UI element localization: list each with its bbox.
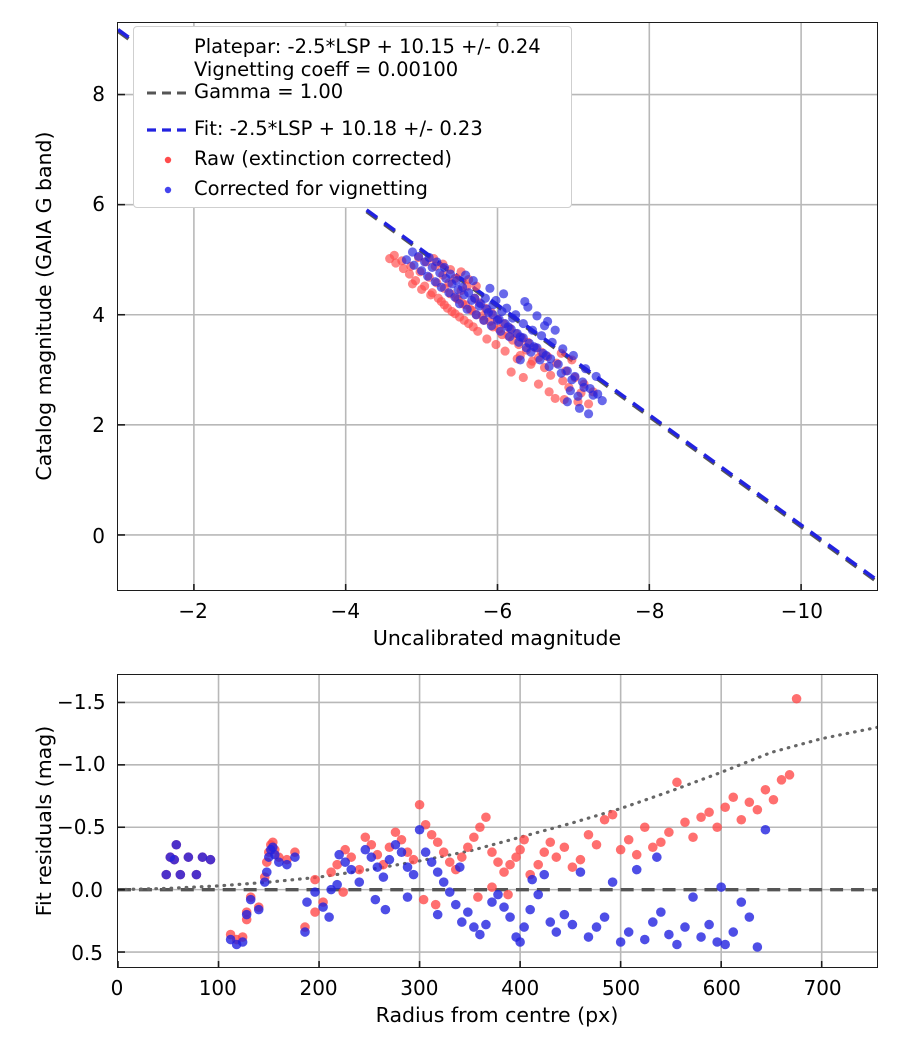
- residuals-xtick-label: 300: [400, 976, 439, 1000]
- fit-residuals-plot: [117, 674, 878, 968]
- calibration-ytick-label: 8: [92, 81, 105, 106]
- platepar-label: Platepar: -2.5*LSP + 10.15 +/- 0.24: [194, 35, 541, 58]
- calibration-ytick-label: 4: [92, 302, 105, 327]
- residuals-xtick-label: 600: [702, 976, 741, 1000]
- platepar-legend-text: Platepar: -2.5*LSP + 10.15 +/- 0.24 Vign…: [194, 35, 541, 104]
- residuals-xtick-label: 200: [299, 976, 338, 1000]
- corrected-marker-swatch: [146, 182, 190, 196]
- top-yaxis-title: Catalog magnitude (GAIA G band): [32, 131, 56, 481]
- calibration-ytick-label: 6: [92, 192, 105, 217]
- residuals-ytick-label: 0.0: [71, 878, 103, 903]
- residuals-xtick-label: 500: [601, 976, 641, 1000]
- calibration-xtick-label: −4: [330, 599, 361, 623]
- fit-legend-label: Fit: -2.5*LSP + 10.18 +/- 0.23: [194, 117, 483, 140]
- residuals-xtick-label: 0: [110, 976, 124, 1000]
- calibration-xtick-label: −6: [482, 599, 513, 623]
- top-xaxis-title: Uncalibrated magnitude: [372, 626, 622, 650]
- residuals-ytick-label: −0.5: [57, 815, 106, 840]
- residuals-gridlines: [118, 675, 877, 967]
- raw-legend-label: Raw (extinction corrected): [194, 147, 452, 170]
- raw-marker-swatch: [146, 152, 190, 166]
- vignetting-coeff-label: Vignetting coeff = 0.00100: [194, 57, 459, 81]
- residuals-series-1: [161, 825, 770, 952]
- residuals-ytick-label: −1.0: [57, 752, 106, 777]
- residuals-ytick-label: 0.5: [71, 940, 103, 965]
- calibration-xtick-label: −2: [178, 599, 208, 623]
- calibration-series-1: [330, 187, 606, 419]
- residuals-xtick-label: 400: [501, 976, 540, 1000]
- corrected-legend-label: Corrected for vignetting: [194, 177, 428, 200]
- legend: Platepar: -2.5*LSP + 10.15 +/- 0.24 Vign…: [133, 26, 572, 208]
- platepar-line-swatch: [146, 85, 190, 99]
- residuals-line-1: [118, 727, 877, 889]
- calibration-xtick-label: −8: [634, 599, 665, 623]
- calibration-xtick-label: −10: [780, 599, 823, 623]
- bottom-yaxis-title: Fit residuals (mag): [32, 725, 56, 917]
- fit-line-swatch: [146, 122, 190, 136]
- bottom-xaxis-title: Radius from centre (px): [375, 1003, 619, 1027]
- gamma-label: Gamma = 1.00: [194, 80, 344, 104]
- residuals-ytick-label: −1.5: [57, 689, 106, 714]
- residuals-xtick-label: 700: [803, 976, 842, 1000]
- calibration-ytick-label: 2: [92, 413, 105, 438]
- calibration-ytick-label: 0: [92, 523, 105, 548]
- residuals-xtick-label: 100: [198, 976, 237, 1000]
